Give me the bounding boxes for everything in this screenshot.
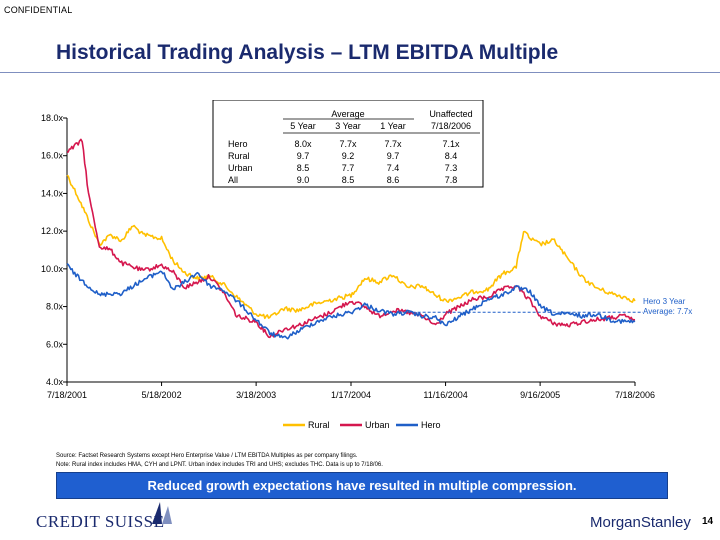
series-line-hero (66, 263, 636, 340)
x-tick-label: 7/18/2006 (615, 390, 655, 400)
y-tick-label: 18.0x (41, 113, 64, 123)
y-tick-label: 12.0x (41, 226, 64, 236)
y-tick-label: 6.0x (46, 339, 64, 349)
legend-label-rural: Rural (308, 420, 330, 430)
table-cell: 9.2 (342, 151, 355, 161)
chart-legend: Rural Urban Hero (283, 420, 441, 430)
title-divider (0, 72, 720, 73)
reference-line-label: Hero 3 Year (643, 297, 686, 306)
footnotes: Source: Factset Research Systems except … (56, 452, 383, 470)
table-cell: 9.7 (387, 151, 400, 161)
table-cell: 8.5 (342, 175, 355, 185)
table-group-average: Average (331, 109, 364, 119)
average-table: Average Unaffected 5 Year 3 Year 1 Year 7/18/… (212, 100, 484, 188)
table-cell: 7.7 (342, 163, 355, 173)
table-row-label: All (228, 175, 238, 185)
legend-label-hero: Hero (421, 420, 441, 430)
source-note: Source: Factset Research Systems except … (56, 453, 358, 459)
series-line-urban (66, 138, 636, 339)
x-tick-label: 1/17/2004 (331, 390, 371, 400)
table-group-unaffected: Unaffected (429, 109, 472, 119)
table-cell: 8.6 (387, 175, 400, 185)
x-tick-label: 5/18/2002 (142, 390, 182, 400)
confidential-label: CONFIDENTIAL (4, 5, 73, 15)
table-cell: 7.8 (445, 175, 458, 185)
page-number: 14 (702, 516, 714, 527)
y-tick-label: 4.0x (46, 377, 64, 387)
y-tick-label: 10.0x (41, 264, 64, 274)
table-cell: 7.7x (339, 139, 357, 149)
morgan-stanley-logo: MorganStanley (590, 514, 691, 531)
table-col-header: 1 Year (380, 121, 406, 131)
table-col-header: 3 Year (335, 121, 361, 131)
series-line-rural (66, 174, 636, 320)
credit-suisse-logo: CREDIT SUISSE (36, 512, 165, 531)
table-cell: 7.1x (442, 139, 460, 149)
chart-series (66, 138, 636, 340)
ebitda-multiple-chart: 4.0x 6.0x 8.0x 10.0x 12.0x 14.0x 16.0x 18.0x 7/1… (41, 100, 692, 430)
table-col-header: 5 Year (290, 121, 316, 131)
table-cell: 7.3 (445, 163, 458, 173)
table-row-label: Urban (228, 163, 253, 173)
table-col-header: 7/18/2006 (431, 121, 471, 131)
table-row-label: Rural (228, 151, 250, 161)
table-cell: 8.4 (445, 151, 458, 161)
table-cell: 7.7x (384, 139, 402, 149)
page-title: Historical Trading Analysis – LTM EBITDA… (56, 41, 559, 64)
x-tick-label: 11/16/2004 (423, 390, 467, 400)
x-tick-label: 9/16/2005 (520, 390, 560, 400)
conclusion-banner: Reduced growth expectations have resulte… (56, 472, 668, 499)
y-tick-label: 14.0x (41, 188, 64, 198)
table-cell: 8.5 (297, 163, 310, 173)
reference-line-value: Average: 7.7x (643, 307, 692, 316)
table-cell: 8.0x (294, 139, 312, 149)
y-tick-label: 8.0x (46, 302, 64, 312)
y-tick-label: 16.0x (41, 151, 64, 161)
table-frame (212, 100, 484, 188)
table-cell: 9.7 (297, 151, 310, 161)
x-tick-label: 7/18/2001 (47, 390, 87, 400)
table-cell: 7.4 (387, 163, 400, 173)
chart-axes: 4.0x 6.0x 8.0x 10.0x 12.0x 14.0x 16.0x 18.0x 7/1… (41, 113, 655, 400)
legend-label-urban: Urban (365, 420, 390, 430)
index-note: Note: Rural index includes HMA, CYH and … (56, 462, 383, 468)
x-tick-label: 3/18/2003 (236, 390, 276, 400)
credit-suisse-sails-icon (152, 502, 172, 524)
table-cell: 9.0 (297, 175, 310, 185)
table-row-label: Hero (228, 139, 248, 149)
